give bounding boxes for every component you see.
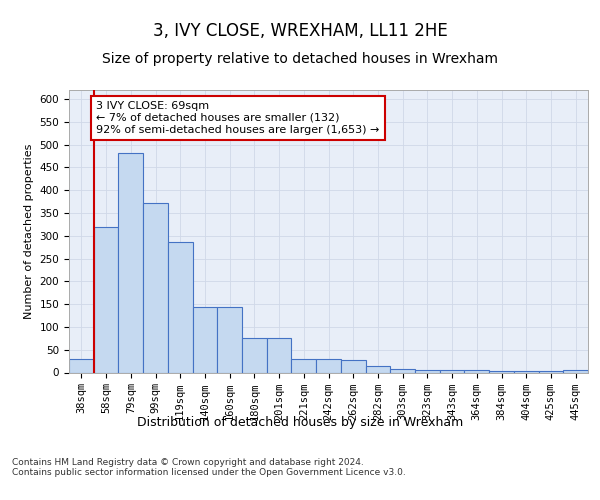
Bar	[316, 359, 341, 372]
Bar	[415, 370, 440, 372]
Bar	[193, 308, 217, 372]
Y-axis label: Number of detached properties: Number of detached properties	[24, 144, 34, 319]
Text: Size of property relative to detached houses in Wrexham: Size of property relative to detached ho…	[102, 52, 498, 66]
Bar	[143, 202, 168, 372]
Text: 3 IVY CLOSE: 69sqm
← 7% of detached houses are smaller (132)
92% of semi-detache: 3 IVY CLOSE: 69sqm ← 7% of detached hous…	[96, 102, 380, 134]
Bar	[118, 154, 143, 372]
Bar	[267, 338, 292, 372]
Text: 3, IVY CLOSE, WREXHAM, LL11 2HE: 3, IVY CLOSE, WREXHAM, LL11 2HE	[152, 22, 448, 40]
Bar	[390, 369, 415, 372]
Bar	[440, 370, 464, 372]
Bar	[168, 242, 193, 372]
Text: Distribution of detached houses by size in Wrexham: Distribution of detached houses by size …	[137, 416, 463, 429]
Bar	[292, 359, 316, 372]
Bar	[563, 370, 588, 372]
Bar	[94, 226, 118, 372]
Bar	[514, 370, 539, 372]
Bar	[341, 360, 365, 372]
Bar	[464, 370, 489, 372]
Bar	[69, 359, 94, 372]
Bar	[242, 338, 267, 372]
Text: Contains HM Land Registry data © Crown copyright and database right 2024.
Contai: Contains HM Land Registry data © Crown c…	[12, 458, 406, 477]
Bar	[539, 370, 563, 372]
Bar	[365, 366, 390, 372]
Bar	[217, 308, 242, 372]
Bar	[489, 370, 514, 372]
